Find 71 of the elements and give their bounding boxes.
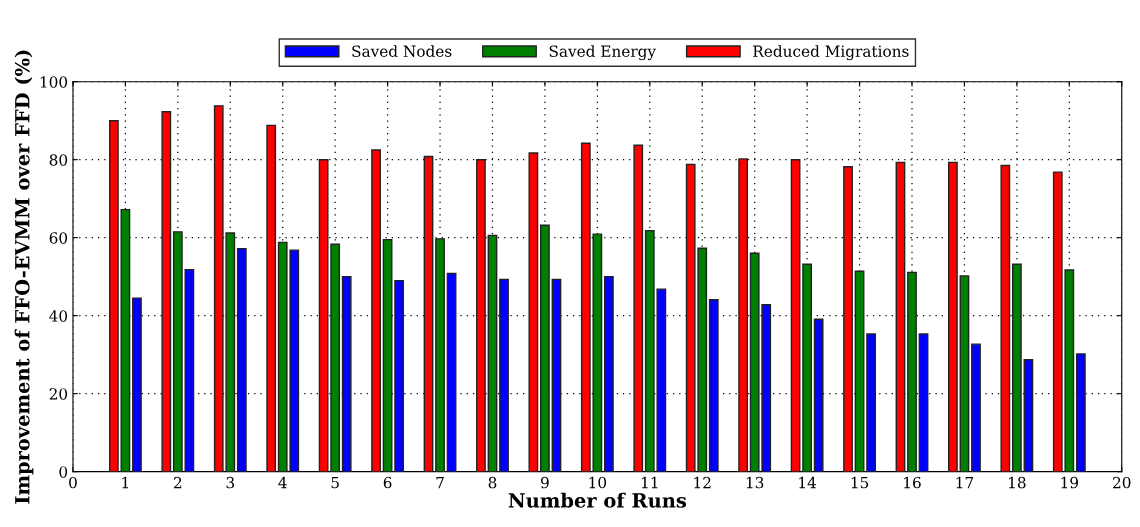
x-tick-label: 5 xyxy=(331,477,339,489)
legend-label: Reduced Migrations xyxy=(753,45,909,61)
bar xyxy=(854,270,865,472)
bar xyxy=(802,263,813,472)
bar xyxy=(120,208,131,472)
x-tick-label: 17 xyxy=(956,476,974,489)
bar xyxy=(540,224,550,472)
y-axis-title: Improvement of FFO-EVMM over FFD (%) xyxy=(14,50,34,504)
bar xyxy=(971,343,981,472)
bar xyxy=(132,297,142,472)
bar xyxy=(435,238,445,472)
x-tick-label: 20 xyxy=(1113,476,1131,489)
y-tick-label: 80 xyxy=(49,154,68,166)
y-tick-label: 20 xyxy=(49,388,68,400)
bar xyxy=(1075,353,1086,472)
bar xyxy=(948,161,958,472)
bar xyxy=(738,158,749,472)
bar xyxy=(528,152,539,472)
x-tick-label: 1 xyxy=(122,476,129,489)
bar xyxy=(394,279,405,472)
y-tick-label: 100 xyxy=(40,76,68,88)
bar xyxy=(487,234,498,472)
x-tick-label: 4 xyxy=(278,476,287,489)
bar xyxy=(790,158,801,472)
legend-label: Saved Energy xyxy=(549,45,657,61)
bar xyxy=(236,247,247,472)
x-tick-label: 8 xyxy=(488,476,497,489)
x-tick-label: 10 xyxy=(589,476,607,489)
x-tick-label: 2 xyxy=(174,476,182,489)
x-axis-title: Number of Runs xyxy=(508,492,687,508)
x-tick-label: 3 xyxy=(226,476,235,489)
bar xyxy=(1000,164,1011,472)
bar xyxy=(382,238,393,472)
x-tick-label: 11 xyxy=(641,476,658,489)
bar xyxy=(604,275,614,472)
bar xyxy=(371,149,381,472)
bar xyxy=(843,166,853,472)
y-tick-label: 60 xyxy=(49,232,68,244)
bar xyxy=(918,333,929,472)
x-tick-label: 14 xyxy=(799,476,817,489)
bar xyxy=(633,144,644,472)
bar xyxy=(1011,263,1022,472)
bar xyxy=(959,275,970,472)
x-tick-label: 7 xyxy=(436,477,444,489)
x-tick-label: 15 xyxy=(851,476,869,489)
y-tick-label: 0 xyxy=(59,466,68,478)
x-tick-label: 13 xyxy=(746,476,764,489)
x-tick-label: 16 xyxy=(904,476,921,489)
x-tick-label: 12 xyxy=(694,476,711,489)
bar xyxy=(907,271,917,472)
bar xyxy=(423,155,434,472)
legend-label: Saved Nodes xyxy=(352,45,452,57)
bar xyxy=(161,111,172,472)
bar xyxy=(1023,359,1034,472)
bar xyxy=(476,158,486,472)
bar xyxy=(266,124,277,472)
x-tick-label: 6 xyxy=(383,476,392,489)
bar xyxy=(813,318,824,472)
bar xyxy=(551,278,562,472)
x-tick-label: 19 xyxy=(1061,476,1079,489)
bar xyxy=(895,161,906,472)
bar xyxy=(866,333,876,472)
bar xyxy=(708,298,719,472)
bar xyxy=(341,275,352,472)
x-tick-label: 18 xyxy=(1009,476,1026,489)
bar xyxy=(499,278,509,472)
bar xyxy=(108,119,119,472)
x-tick-label: 9 xyxy=(541,476,549,489)
x-tick-label: 0 xyxy=(69,476,77,489)
bar xyxy=(446,272,457,472)
y-tick-label: 40 xyxy=(49,310,68,322)
